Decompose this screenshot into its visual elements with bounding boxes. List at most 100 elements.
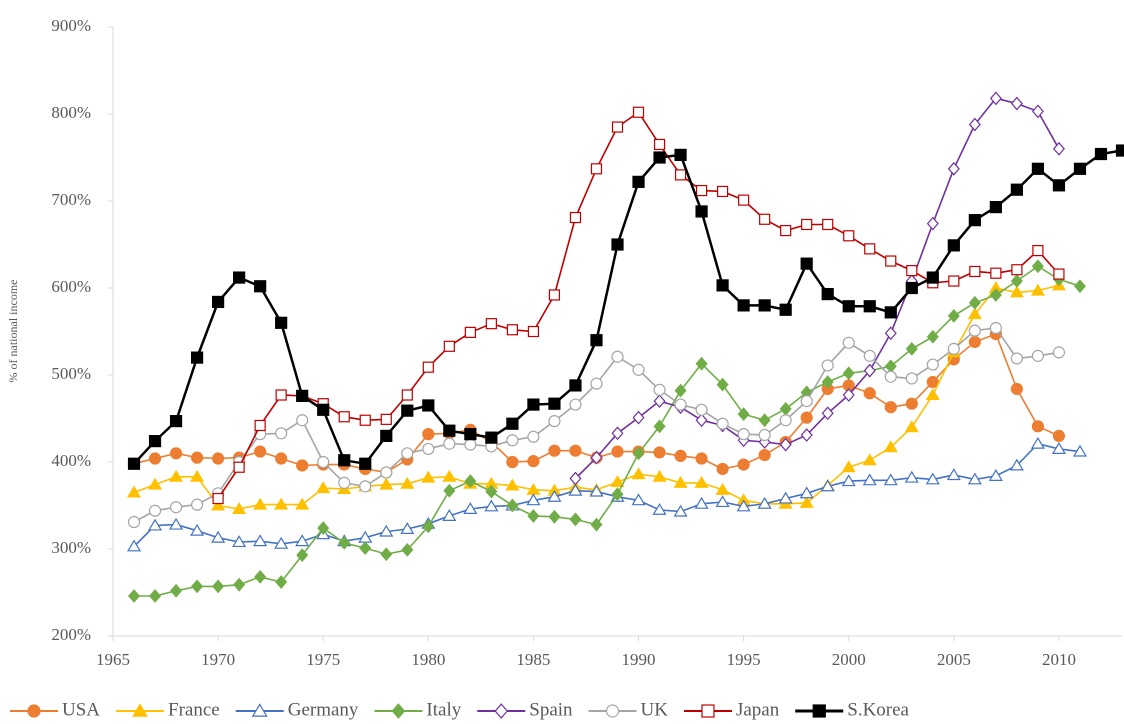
marker [716,417,729,430]
marker [338,476,351,489]
marker [822,218,834,231]
marker [779,303,792,316]
marker [380,466,393,479]
marker [275,427,288,440]
legend-item: Japan [683,699,780,720]
legend-label: Germany [288,699,359,720]
marker [548,397,561,410]
x-tick-label: 1990 [622,650,656,669]
legend-label: S.Korea [847,699,909,720]
marker [296,389,309,402]
marker [422,428,435,441]
marker [132,703,148,717]
marker [338,411,350,423]
marker [1052,141,1065,156]
marker [275,452,288,465]
marker [883,440,898,453]
marker [863,363,876,378]
marker [463,502,478,514]
marker [442,469,457,482]
marker [800,428,813,442]
marker [484,499,499,512]
marker [442,509,457,521]
marker [864,243,876,255]
marker [126,539,142,552]
marker [128,589,141,603]
marker [590,517,603,532]
y-tick-label: 800% [51,103,91,122]
marker [812,704,826,718]
marker [254,280,267,293]
marker [610,475,625,488]
marker [778,491,793,504]
marker [759,213,771,225]
marker [296,414,309,427]
marker [569,444,582,457]
marker [653,383,666,396]
marker [757,496,772,509]
marker [695,356,708,371]
marker [632,363,645,376]
marker [842,336,855,349]
marker [506,434,519,447]
marker [1010,183,1023,196]
legend-label: France [168,699,220,720]
marker [148,518,163,531]
marker [569,512,582,527]
marker [946,468,961,481]
marker [947,239,960,252]
marker [211,498,226,511]
marker [653,446,666,459]
marker [695,205,708,218]
marker [652,469,667,482]
marker [233,577,246,592]
marker [338,454,351,467]
marker [779,402,792,416]
marker [695,452,708,465]
y-tick-label: 200% [51,625,91,644]
marker [967,472,982,485]
marker [947,308,960,323]
marker [317,521,330,536]
marker [821,375,834,389]
marker [885,255,897,267]
marker [605,704,620,718]
marker [694,496,709,509]
x-tick-label: 1970 [201,650,235,669]
marker [391,703,406,719]
series-line [133,284,1060,510]
marker [632,175,645,188]
marker [611,238,624,251]
marker [527,430,540,443]
marker [905,281,918,295]
marker [379,477,394,490]
marker [1030,283,1045,296]
marker [547,489,562,502]
marker [527,455,540,468]
marker [737,458,750,471]
marker [737,428,750,441]
marker [253,497,268,510]
legend-item: Germany [235,699,359,720]
marker [758,413,771,428]
marker [569,398,582,411]
series-line [574,97,1060,480]
legend-item: Spain [477,699,573,720]
marker [569,471,582,486]
marker [422,399,435,412]
marker [464,438,477,451]
marker [926,216,939,231]
marker [1051,442,1066,454]
marker [568,483,583,496]
marker [421,470,436,483]
marker [127,515,141,529]
marker [401,389,413,401]
marker [127,457,141,470]
marker [317,403,330,416]
marker [926,271,939,284]
x-tick-label: 1980 [411,650,445,669]
legend-label: Spain [529,699,573,720]
x-tick-label: 2010 [1042,650,1076,669]
y-axis-label: % of national income [6,280,20,383]
marker [968,324,981,337]
